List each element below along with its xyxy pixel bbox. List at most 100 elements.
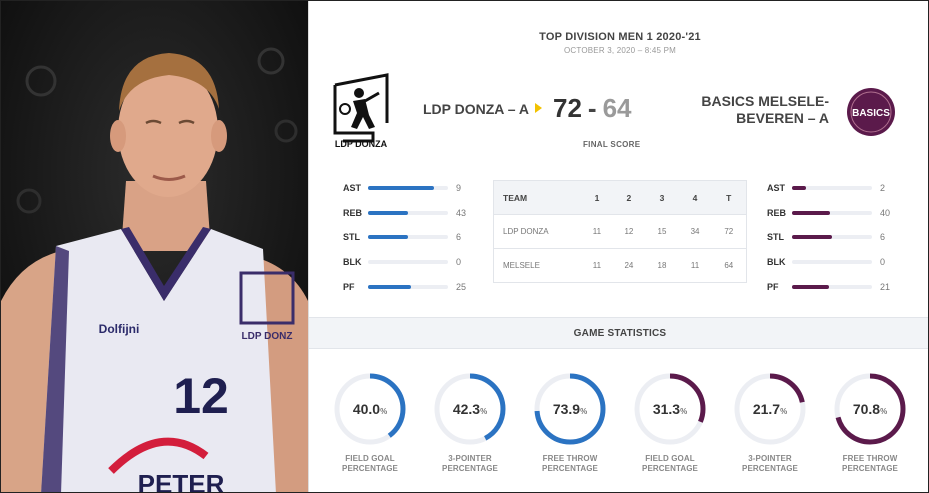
donut-arc bbox=[334, 373, 406, 445]
donut-caption-line1: FIELD GOAL bbox=[645, 454, 695, 463]
quarter-header-cell: 3 bbox=[645, 180, 679, 215]
stat-donut-home: 40.0% FIELD GOAL PERCENTAGE bbox=[330, 371, 410, 474]
stat-value: 6 bbox=[880, 232, 886, 243]
donut-caption-line1: FIELD GOAL bbox=[345, 454, 395, 463]
donut-chart bbox=[834, 373, 906, 445]
jersey-brand: Dolfijni bbox=[99, 322, 140, 336]
donut-caption-line2: PERCENTAGE bbox=[742, 464, 798, 473]
team-cell: LDP DONZA bbox=[493, 214, 582, 249]
percent-sign: % bbox=[480, 407, 488, 416]
away-team-logo[interactable]: BASICS bbox=[846, 87, 896, 137]
quarter-score-cell: 11 bbox=[678, 248, 712, 283]
stat-label: AST bbox=[767, 183, 785, 193]
donut-caption-line2: PERCENTAGE bbox=[442, 464, 498, 473]
donut-percent: 31.3% bbox=[652, 401, 688, 417]
stat-label: PF bbox=[343, 281, 355, 292]
donut-arc bbox=[834, 373, 906, 445]
donut-caption: 3-POINTER PERCENTAGE bbox=[430, 454, 510, 474]
stat-value: 43 bbox=[456, 207, 467, 218]
table-row: LDP DONZA 11 12 15 34 72 bbox=[493, 214, 747, 249]
donut-caption-line2: PERCENTAGE bbox=[642, 464, 698, 473]
quarter-score-cell: 18 bbox=[645, 248, 679, 283]
percent-sign: % bbox=[380, 407, 388, 416]
quarter-header-cell: 4 bbox=[678, 180, 712, 215]
donut-percent: 21.7% bbox=[752, 401, 788, 417]
donut-chart bbox=[734, 373, 806, 445]
donut-arc bbox=[634, 373, 706, 445]
stat-bar-fill bbox=[792, 186, 807, 190]
player-photo: LDP DONZ Dolfijni 12 PETER bbox=[1, 1, 308, 492]
table-row: MELSELE 11 24 18 11 64 bbox=[493, 248, 747, 283]
stat-bar-track bbox=[368, 260, 448, 265]
donut-caption-line2: PERCENTAGE bbox=[342, 464, 398, 473]
home-team-name[interactable]: LDP DONZA – A bbox=[423, 101, 530, 117]
quarter-score-cell: 72 bbox=[711, 214, 747, 249]
team-cell: MELSELE bbox=[493, 248, 582, 283]
donut-chart bbox=[534, 373, 606, 445]
donut-caption: FIELD GOAL PERCENTAGE bbox=[330, 454, 410, 474]
stat-bar-track bbox=[792, 260, 872, 265]
stat-bar-track bbox=[792, 235, 872, 240]
stat-bar-track bbox=[368, 186, 448, 190]
stat-label: STL bbox=[767, 232, 784, 243]
game-statistics-header: GAME STATISTICS bbox=[309, 317, 928, 349]
stat-bar-fill bbox=[792, 210, 831, 215]
home-logo-text: LDP DONZA bbox=[335, 139, 388, 149]
stat-value: 9 bbox=[456, 183, 462, 193]
game-panel: TOP DIVISION MEN 1 2020-'21 OCTOBER 3, 2… bbox=[308, 1, 928, 492]
stat-value: 6 bbox=[456, 232, 462, 243]
donut-arc bbox=[734, 373, 806, 445]
stat-label: BLK bbox=[767, 257, 786, 268]
percent-sign: % bbox=[880, 407, 888, 416]
stat-donut-away: 70.8% FREE THROW PERCENTAGE bbox=[830, 371, 910, 474]
stat-label: PF bbox=[767, 281, 779, 292]
quarter-score-cell: 34 bbox=[678, 214, 712, 249]
stat-bar-fill bbox=[368, 284, 412, 289]
donut-caption-line1: 3-POINTER bbox=[748, 454, 792, 463]
quarter-score-cell: 64 bbox=[711, 248, 747, 283]
percent-sign: % bbox=[680, 407, 688, 416]
stat-value: 40 bbox=[880, 207, 891, 218]
stat-bar-track bbox=[792, 210, 872, 215]
away-team-name[interactable]: BASICS MELSELE-BEVEREN – A bbox=[701, 93, 829, 126]
stat-donut-away: 21.7% 3-POINTER PERCENTAGE bbox=[730, 371, 810, 474]
home-team-logo[interactable]: LDP DONZA bbox=[329, 71, 393, 151]
stat-bar-fill bbox=[368, 186, 434, 190]
stat-value: 0 bbox=[880, 257, 886, 268]
quarter-score-cell: 12 bbox=[612, 214, 646, 249]
donut-caption-line1: FREE THROW bbox=[542, 454, 598, 463]
quarter-table-header: TEAM 1 2 3 4 T bbox=[493, 180, 747, 215]
away-logo-graphic: BASICS bbox=[847, 88, 895, 136]
donut-percent: 70.8% bbox=[852, 401, 888, 417]
game-datetime: OCTOBER 3, 2020 – 8:45 PM bbox=[563, 46, 676, 55]
jersey-number: 12 bbox=[173, 368, 229, 424]
final-score: 72-64 bbox=[535, 93, 632, 124]
home-logo-graphic: LDP DONZA bbox=[333, 73, 389, 149]
stat-bar-fill bbox=[368, 210, 408, 215]
winner-arrow-icon bbox=[535, 103, 542, 113]
quarter-score-cell: 11 bbox=[581, 214, 613, 249]
donut-arc bbox=[534, 373, 606, 445]
stat-value: 25 bbox=[456, 281, 467, 292]
stat-bar-fill bbox=[792, 235, 832, 240]
stat-value: 0 bbox=[456, 257, 462, 268]
away-score: 64 bbox=[602, 93, 632, 123]
stat-bar-track bbox=[368, 210, 448, 215]
svg-text:LDP DONZ: LDP DONZ bbox=[242, 331, 293, 342]
donut-chart bbox=[334, 373, 406, 445]
stat-label: REB bbox=[767, 207, 787, 218]
quarter-score-cell: 15 bbox=[645, 214, 679, 249]
donut-percent: 40.0% bbox=[352, 401, 388, 417]
away-logo-text: BASICS bbox=[852, 108, 890, 119]
stat-label: REB bbox=[343, 207, 363, 218]
stat-bar-track bbox=[368, 235, 448, 240]
stat-bar-track bbox=[368, 284, 448, 289]
stat-label: STL bbox=[343, 232, 360, 243]
donut-caption-line2: PERCENTAGE bbox=[542, 464, 598, 473]
quarter-score-cell: 24 bbox=[612, 248, 646, 283]
quarter-header-cell: 2 bbox=[612, 180, 646, 215]
stat-bar-track bbox=[792, 284, 872, 289]
stat-donut-home: 42.3% 3-POINTER PERCENTAGE bbox=[430, 371, 510, 474]
donut-chart bbox=[434, 373, 506, 445]
percent-sign: % bbox=[580, 407, 588, 416]
